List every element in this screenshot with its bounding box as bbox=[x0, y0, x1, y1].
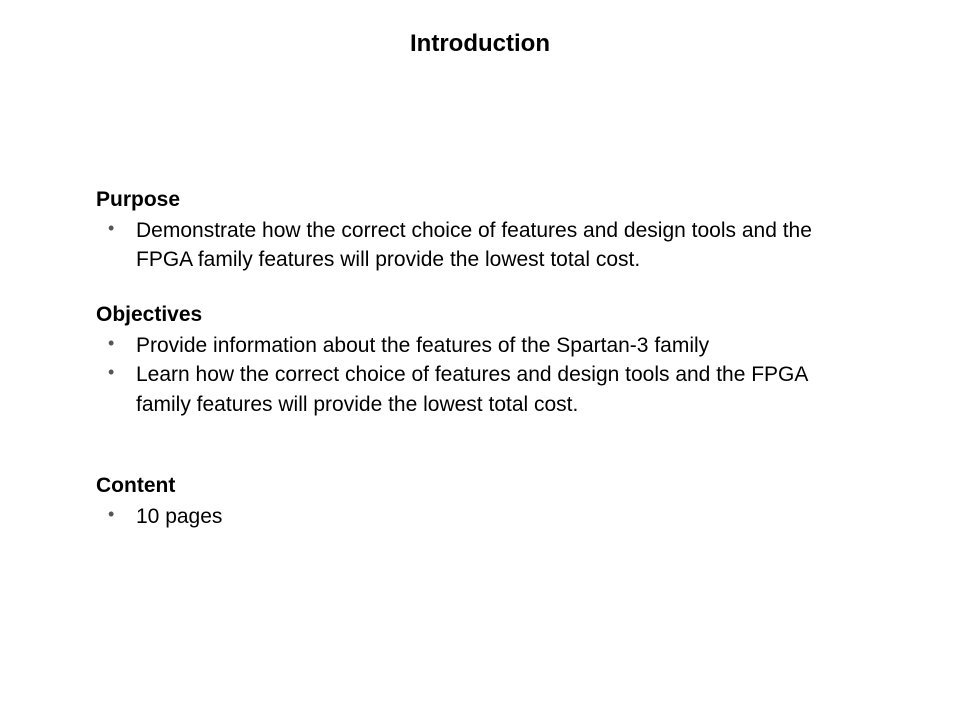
content-list: 10 pages bbox=[96, 502, 850, 531]
purpose-list: Demonstrate how the correct choice of fe… bbox=[96, 216, 850, 275]
objectives-list: Provide information about the features o… bbox=[96, 331, 850, 419]
content-heading: Content bbox=[96, 474, 850, 498]
purpose-heading: Purpose bbox=[96, 188, 850, 212]
content-section: Content 10 pages bbox=[96, 474, 850, 531]
list-item: 10 pages bbox=[96, 502, 850, 531]
objectives-heading: Objectives bbox=[96, 303, 850, 327]
slide-title: Introduction bbox=[50, 30, 910, 58]
list-item: Provide information about the features o… bbox=[96, 331, 850, 360]
objectives-section: Objectives Provide information about the… bbox=[96, 303, 850, 419]
content-area: Purpose Demonstrate how the correct choi… bbox=[50, 188, 910, 531]
slide-container: Introduction Purpose Demonstrate how the… bbox=[0, 0, 960, 720]
purpose-section: Purpose Demonstrate how the correct choi… bbox=[96, 188, 850, 275]
list-item: Demonstrate how the correct choice of fe… bbox=[96, 216, 850, 275]
list-item: Learn how the correct choice of features… bbox=[96, 360, 850, 419]
